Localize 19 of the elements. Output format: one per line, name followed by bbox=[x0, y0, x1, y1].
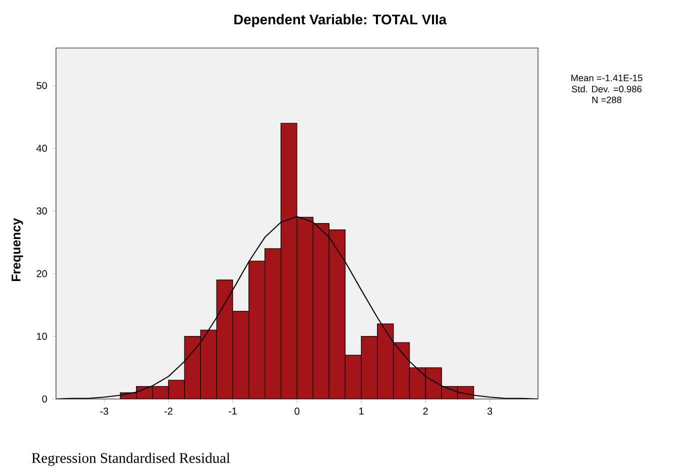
x-tick-label: 1 bbox=[359, 408, 364, 415]
x-axis-title: Regression Standardised Residual bbox=[32, 452, 230, 466]
text: Mean =-1.41E-15 bbox=[571, 74, 642, 82]
y-tick-label: 50 bbox=[36, 82, 47, 90]
x-tick-label: -1 bbox=[228, 408, 237, 415]
text: Std. Dev. =0.986 bbox=[572, 86, 642, 92]
y-tick-label: 20 bbox=[36, 270, 47, 278]
y-tick-label: 30 bbox=[36, 207, 47, 214]
y-tick-label: 40 bbox=[36, 144, 47, 152]
x-tick-label: 0 bbox=[294, 408, 300, 415]
x-tick-label: -3 bbox=[100, 408, 108, 415]
x-tick-label: -2 bbox=[164, 408, 172, 415]
x-tick-label: 2 bbox=[423, 408, 428, 415]
y-axis-title: Frequency bbox=[12, 218, 23, 282]
chart-title: Dependent Variable: TOTAL VIIa bbox=[234, 14, 447, 28]
x-tick-label: 3 bbox=[487, 408, 492, 415]
text: N =288 bbox=[592, 96, 622, 104]
y-tick-label: 0 bbox=[42, 395, 47, 403]
y-tick-label: 10 bbox=[36, 332, 47, 340]
